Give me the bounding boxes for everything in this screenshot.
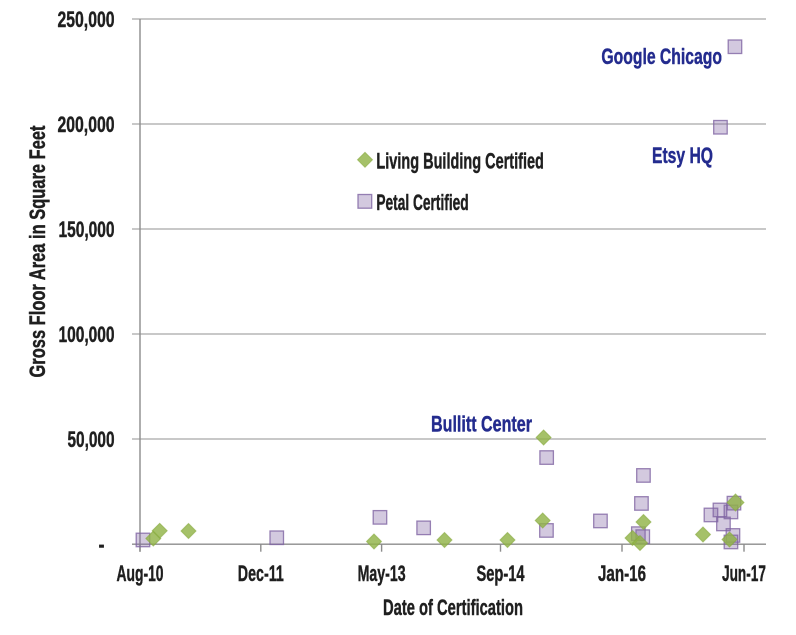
svg-text:Google Chicago: Google Chicago xyxy=(601,44,722,69)
svg-text:Aug-10: Aug-10 xyxy=(117,561,164,586)
svg-text:Etsy HQ: Etsy HQ xyxy=(652,143,713,168)
svg-text:Jun-17: Jun-17 xyxy=(722,561,766,586)
svg-text:150,000: 150,000 xyxy=(59,217,115,242)
svg-text:200,000: 200,000 xyxy=(58,112,115,137)
svg-text:Petal Certified: Petal Certified xyxy=(376,190,468,215)
svg-text:250,000: 250,000 xyxy=(58,7,115,32)
svg-text:100,000: 100,000 xyxy=(59,322,115,347)
svg-text:Date of Certification: Date of Certification xyxy=(383,595,523,620)
svg-text:Living Building Certified: Living Building Certified xyxy=(376,149,544,174)
svg-text:-: - xyxy=(99,532,105,557)
svg-text:Jan-16: Jan-16 xyxy=(598,561,646,586)
svg-text:Dec-11: Dec-11 xyxy=(238,561,284,586)
svg-text:Gross Floor Area in Square Fee: Gross Floor Area in Square Feet xyxy=(25,125,50,378)
svg-text:Sep-14: Sep-14 xyxy=(477,561,526,586)
svg-text:May-13: May-13 xyxy=(358,561,406,586)
svg-text:50,000: 50,000 xyxy=(68,427,115,452)
svg-text:Bullitt Center: Bullitt Center xyxy=(431,412,532,437)
